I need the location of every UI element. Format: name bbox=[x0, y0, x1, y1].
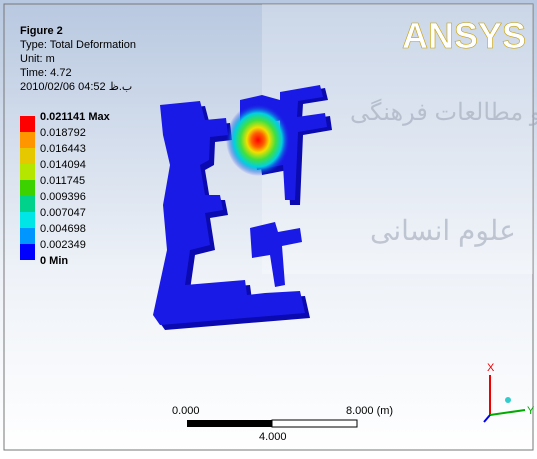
legend-swatch bbox=[20, 244, 35, 260]
legend-label: 0.009396 bbox=[40, 191, 86, 203]
triad-x-label: X bbox=[487, 362, 495, 374]
legend-label: 0.018792 bbox=[40, 127, 86, 139]
scale-segment bbox=[187, 420, 272, 427]
legend-swatch bbox=[20, 148, 35, 164]
viewport: انی و مطالعات فرهنگی علوم انسانی Figure … bbox=[0, 0, 537, 454]
legend-label: 0.007047 bbox=[40, 207, 86, 219]
date: 2010/02/06 04:52 ب.ظ bbox=[20, 81, 132, 93]
time: Time: 4.72 bbox=[20, 67, 72, 79]
scale-middle: 4.000 bbox=[259, 431, 287, 443]
scale-segment bbox=[272, 420, 357, 427]
legend-label: 0.004698 bbox=[40, 223, 86, 235]
legend-swatch bbox=[20, 228, 35, 244]
legend-label: 0.016443 bbox=[40, 143, 86, 155]
deformation-hotspot bbox=[226, 104, 290, 176]
scale-end: 8.000 (m) bbox=[346, 405, 393, 417]
legend-label: 0.002349 bbox=[40, 239, 86, 251]
legend-label: 0 Min bbox=[40, 255, 68, 267]
triad-y-label: Y bbox=[527, 405, 535, 417]
unit: Unit: m bbox=[20, 53, 55, 65]
title: Figure 2 bbox=[20, 25, 63, 37]
legend-swatch bbox=[20, 164, 35, 180]
legend-swatch bbox=[20, 196, 35, 212]
legend-label: 0.011745 bbox=[40, 175, 85, 187]
scale-start: 0.000 bbox=[172, 405, 200, 417]
legend-swatch bbox=[20, 116, 35, 132]
watermark-text: علوم انسانی bbox=[370, 215, 516, 247]
legend-label: 0.014094 bbox=[40, 159, 86, 171]
watermark-text: انی و مطالعات فرهنگی bbox=[350, 98, 537, 126]
logo: ANSYS bbox=[402, 15, 526, 56]
result-type: Type: Total Deformation bbox=[20, 39, 136, 51]
triad-dot bbox=[505, 397, 511, 403]
legend-swatch bbox=[20, 132, 35, 148]
legend-swatch bbox=[20, 212, 35, 228]
legend-label: 0.021141 Max bbox=[40, 111, 111, 123]
legend-swatch bbox=[20, 180, 35, 196]
